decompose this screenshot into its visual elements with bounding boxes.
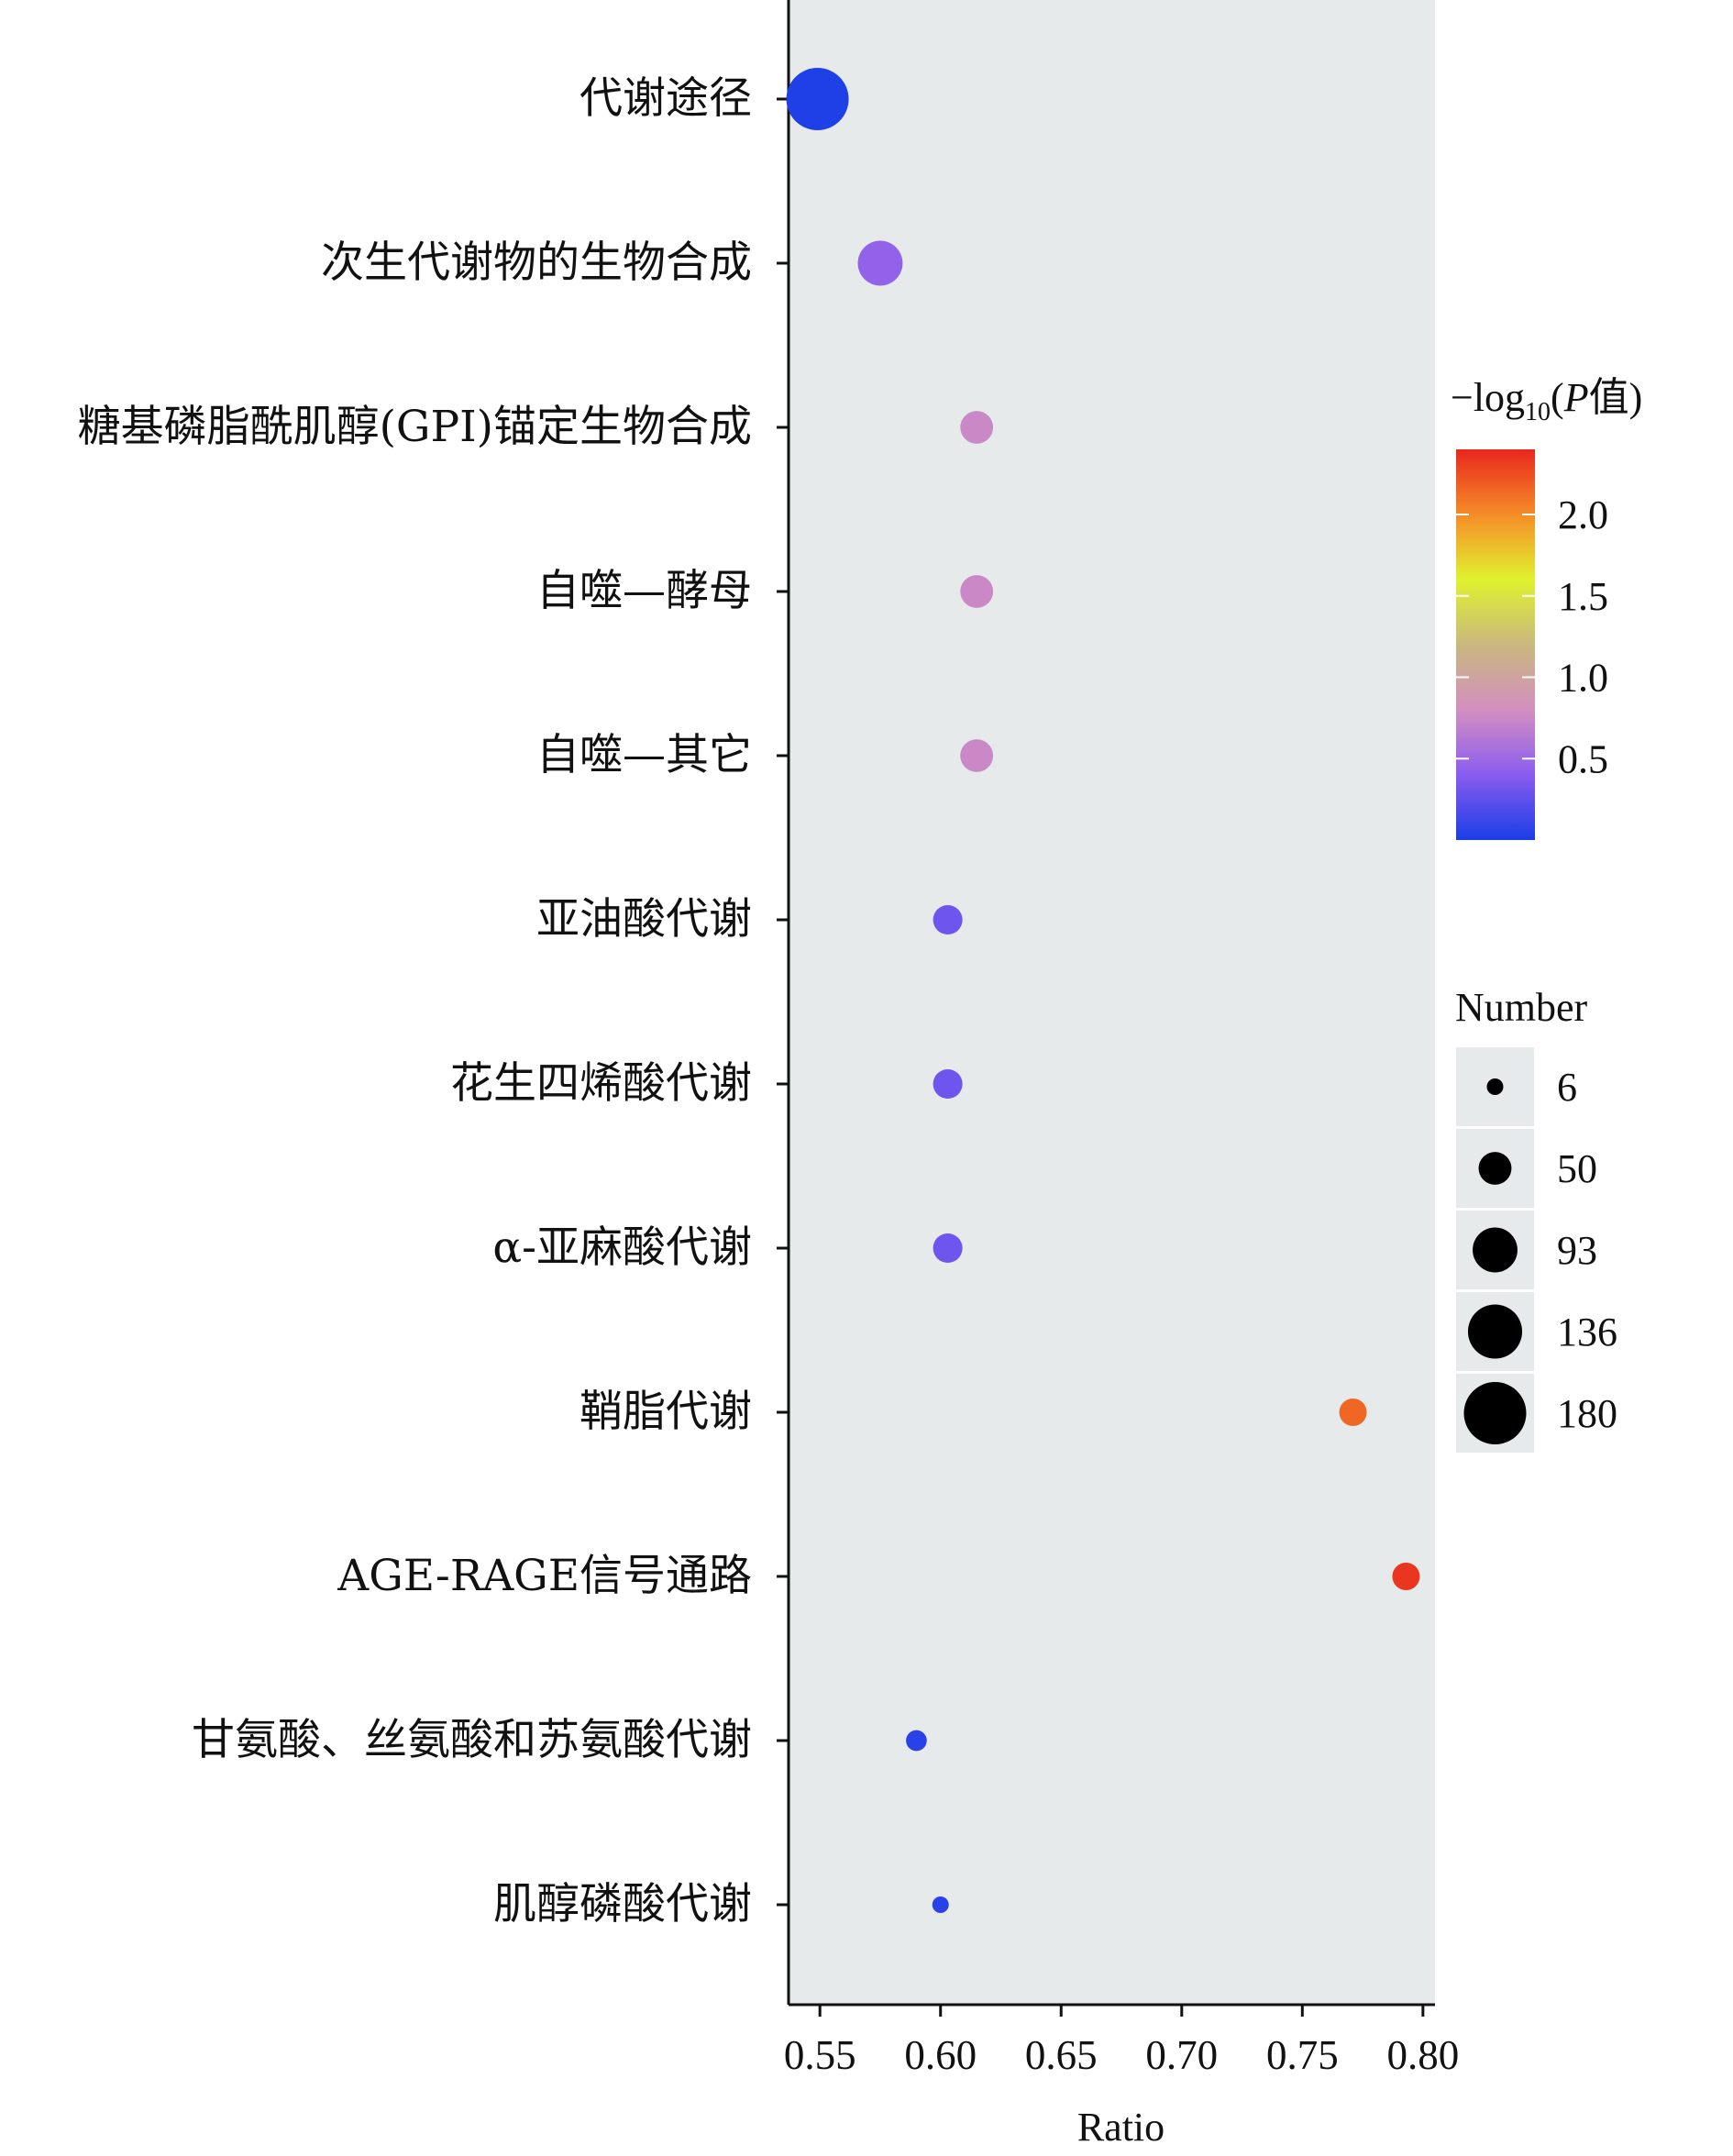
x-axis-title: Ratio xyxy=(1077,2105,1165,2150)
plot-panel xyxy=(789,0,1435,2005)
y-tick-label: 次生代谢物的生物合成 xyxy=(321,238,752,288)
colorbar-tick-label: 1.0 xyxy=(1558,656,1608,701)
y-tick-label: 亚油酸代谢 xyxy=(536,894,752,945)
size-key-circle xyxy=(1463,1382,1527,1444)
size-key-circle xyxy=(1473,1227,1518,1273)
y-tick-label: 代谢途径 xyxy=(580,73,752,124)
colorbar-tick-label: 0.5 xyxy=(1558,736,1608,781)
size-key-circle xyxy=(1478,1152,1512,1185)
size-key-label: 136 xyxy=(1557,1310,1617,1354)
size-key-circle xyxy=(1486,1078,1504,1095)
x-tick-label: 0.60 xyxy=(904,2032,977,2078)
data-point xyxy=(960,411,994,444)
size-key-label: 6 xyxy=(1557,1065,1577,1110)
color-legend-title: −log10(P值) xyxy=(1451,375,1642,426)
x-tick-label: 0.80 xyxy=(1386,2032,1459,2078)
y-tick-label: AGE-RAGE信号通路 xyxy=(337,1551,752,1601)
data-point xyxy=(960,575,994,608)
x-tick-label: 0.70 xyxy=(1145,2032,1218,2078)
size-key-circle xyxy=(1467,1304,1523,1359)
y-tick-label: 自噬—其它 xyxy=(536,730,752,780)
x-tick-label: 0.65 xyxy=(1025,2032,1098,2078)
size-key-label: 50 xyxy=(1557,1146,1597,1191)
data-point xyxy=(933,904,963,935)
data-point xyxy=(906,1730,927,1752)
data-point xyxy=(933,1068,963,1100)
y-tick-label: 鞘脂代谢 xyxy=(580,1387,752,1437)
colorbar-tick-label: 1.5 xyxy=(1558,574,1608,619)
data-point xyxy=(1339,1399,1367,1426)
data-point xyxy=(960,739,994,772)
y-tick-label: 肌醇磷酸代谢 xyxy=(493,1879,752,1929)
colorbar xyxy=(1456,449,1535,840)
y-tick-label: 花生四烯酸代谢 xyxy=(450,1058,752,1109)
size-key-label: 180 xyxy=(1557,1391,1617,1436)
data-point xyxy=(786,68,849,130)
data-point xyxy=(933,1233,963,1264)
data-point xyxy=(857,240,903,286)
y-tick-label: 甘氨酸、丝氨酸和苏氨酸代谢 xyxy=(192,1715,752,1765)
colorbar-tick-label: 2.0 xyxy=(1558,492,1608,537)
y-tick-label: 糖基磷脂酰肌醇(GPI)锚定生物合成 xyxy=(78,402,752,452)
y-tick-label: 自噬—酵母 xyxy=(536,566,752,616)
y-tick-label: α-亚麻酸代谢 xyxy=(492,1222,752,1273)
data-point xyxy=(932,1896,949,1913)
size-legend-title: Number xyxy=(1455,985,1588,1030)
x-tick-label: 0.55 xyxy=(784,2032,856,2078)
data-point xyxy=(1392,1563,1420,1590)
x-tick-label: 0.75 xyxy=(1266,2032,1339,2078)
size-key-label: 93 xyxy=(1557,1228,1597,1273)
